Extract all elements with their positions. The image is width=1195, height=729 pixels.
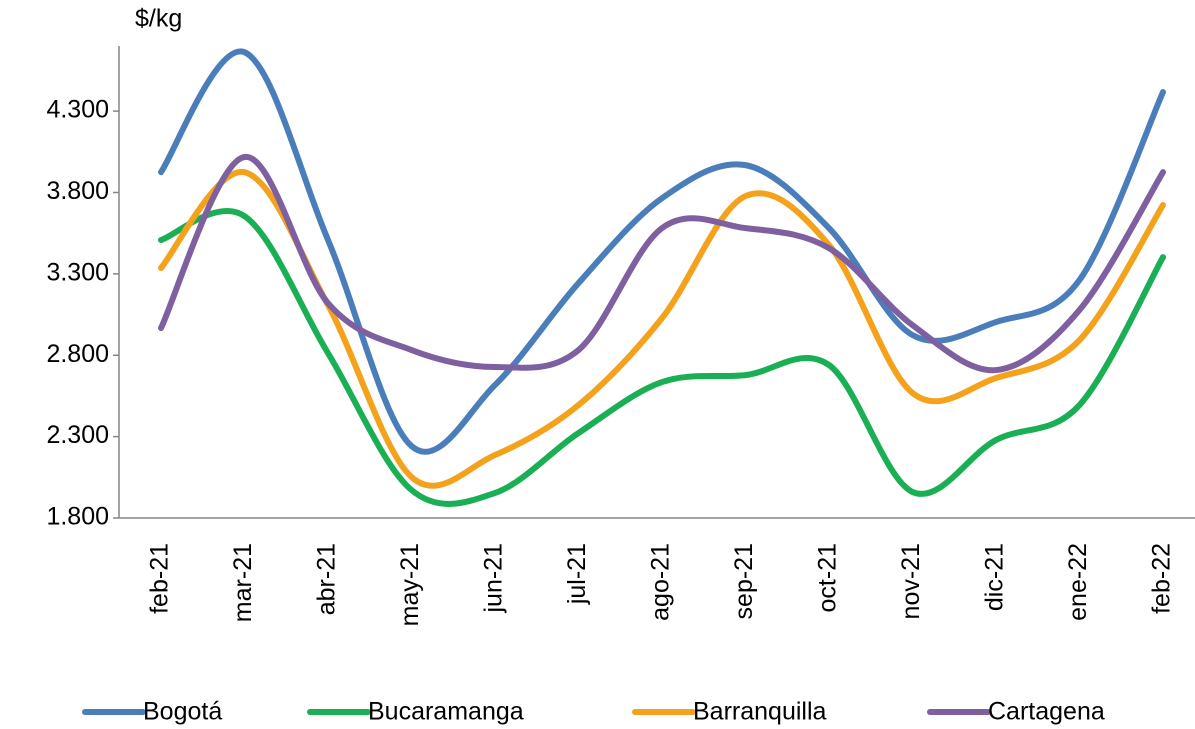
legend-label: Cartagena bbox=[988, 698, 1105, 726]
x-tick-label: mar-21 bbox=[229, 543, 257, 622]
y-tick-label: 2.300 bbox=[46, 421, 109, 449]
legend-label: Bucaramanga bbox=[368, 698, 524, 726]
x-tick-label: feb-21 bbox=[146, 543, 174, 614]
y-tick-label: 1.800 bbox=[46, 503, 109, 531]
x-tick-label: may-21 bbox=[396, 543, 424, 626]
y-tick-label: 3.800 bbox=[46, 177, 109, 205]
series-line bbox=[158, 154, 1166, 374]
x-tick-label: nov-21 bbox=[897, 543, 925, 619]
legend-label: Bogotá bbox=[143, 698, 222, 726]
x-tick-label: ene-22 bbox=[1064, 543, 1092, 621]
y-axis-label: $/kg bbox=[135, 5, 182, 33]
series-line bbox=[158, 207, 1166, 507]
x-tick-label: abr-21 bbox=[313, 543, 341, 615]
y-tick-label: 4.300 bbox=[46, 96, 109, 124]
y-tick-label: 2.800 bbox=[46, 340, 109, 368]
x-tick-label: dic-21 bbox=[981, 543, 1009, 611]
x-tick-label: oct-21 bbox=[814, 543, 842, 612]
x-tick-label: sep-21 bbox=[730, 543, 758, 619]
x-tick-label: feb-22 bbox=[1148, 543, 1176, 614]
x-tick-label: jun-21 bbox=[480, 543, 508, 614]
y-tick-label: 3.300 bbox=[46, 258, 109, 286]
series-line bbox=[158, 48, 1166, 455]
x-tick-label: ago-21 bbox=[647, 543, 675, 621]
x-tick-label: jul-21 bbox=[563, 543, 591, 605]
legend-label: Barranquilla bbox=[693, 698, 827, 726]
